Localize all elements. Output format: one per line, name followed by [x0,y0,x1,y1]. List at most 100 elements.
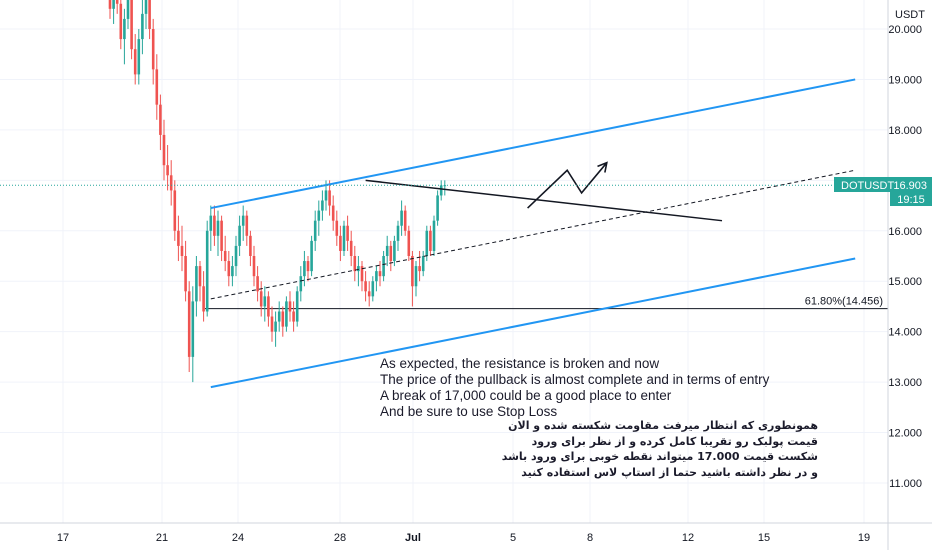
candle [328,180,331,216]
candle [389,240,393,272]
candle-body [281,311,285,327]
candle-body [108,0,112,9]
candle [375,266,378,292]
candle-body [213,215,216,236]
projection-arrowhead [597,161,608,173]
candle [277,301,281,332]
candle [285,296,288,332]
candle [137,29,141,85]
candle [159,94,162,151]
candle [241,205,245,241]
candle-body [216,220,220,236]
channel-lower-line [210,257,856,389]
candle-body [342,225,346,251]
candle [234,235,238,277]
y-tick-label: 11.000 [889,478,922,490]
candle [299,266,303,302]
candle [220,215,223,262]
candle [238,215,241,256]
y-tick-label: 19.000 [888,74,922,86]
currency-label: USDT [895,9,925,21]
candle-body [141,13,144,40]
candle-body [335,220,339,236]
candle [295,286,299,327]
candle [119,0,123,50]
candle [439,180,443,201]
candle-body [371,281,375,297]
candle [396,220,400,251]
candle-body [177,230,180,246]
candle-body [166,165,169,176]
candle [259,281,263,317]
candle [112,0,115,24]
candle-body [432,220,436,251]
y-tick-label: 15.000 [888,276,922,288]
candle-body [137,39,141,75]
candle-body [285,301,288,327]
candle-body [259,291,263,307]
candle-body [195,266,198,302]
candle-body [144,0,148,14]
candle-body [227,261,231,277]
candle-body [360,266,364,282]
candle-body [209,215,213,231]
candle [148,0,151,40]
x-tick-label: 19 [858,532,870,544]
candle [123,8,126,65]
candle [202,271,205,322]
candle [263,286,267,322]
candle [205,220,209,317]
candle-body [123,18,126,40]
candle [360,261,364,292]
candle-body [389,245,393,262]
y-tick-label: 13.000 [888,377,922,389]
x-tick-label: 5 [510,532,516,544]
candle [421,250,425,277]
candle-body [324,190,328,201]
candle-body [130,0,133,50]
resistance-line [365,179,723,222]
candle-body [295,291,299,322]
candle-body [346,225,349,241]
candle-body [274,321,277,332]
candle-body [241,215,245,226]
candle [292,301,295,332]
candle [216,210,220,256]
candle-body [191,301,195,357]
candle [342,220,346,256]
candle-body [328,190,331,206]
candle-body [385,245,389,256]
price-tag-box [834,177,932,192]
candle [418,250,421,282]
candle-body [407,230,411,256]
candle-body [159,104,162,135]
candle-body [367,291,371,297]
candle-body [234,245,238,267]
candle [223,235,227,272]
candle [310,235,313,277]
candle-body [292,311,295,322]
candle-body [429,230,432,251]
candle [349,230,353,267]
symbol-label: DOTUSDT [841,180,894,192]
candle-body [317,210,321,221]
annotation-english: As expected, the resistance is broken an… [380,356,769,420]
candle [274,311,277,347]
candle [249,230,252,267]
candle [335,210,339,246]
candle-body [245,215,249,236]
trend-drawings [0,78,888,389]
channel-mid-line [210,169,856,300]
candle-body [414,266,418,287]
candle [169,160,173,206]
candle [151,18,155,85]
candle-body [400,210,403,226]
candle-body [263,296,267,307]
candle-body [313,220,317,241]
candle-body [231,266,234,277]
candle [231,256,234,287]
candle-body [223,250,227,262]
candle-body [425,230,429,256]
x-tick-label: 8 [587,532,593,544]
